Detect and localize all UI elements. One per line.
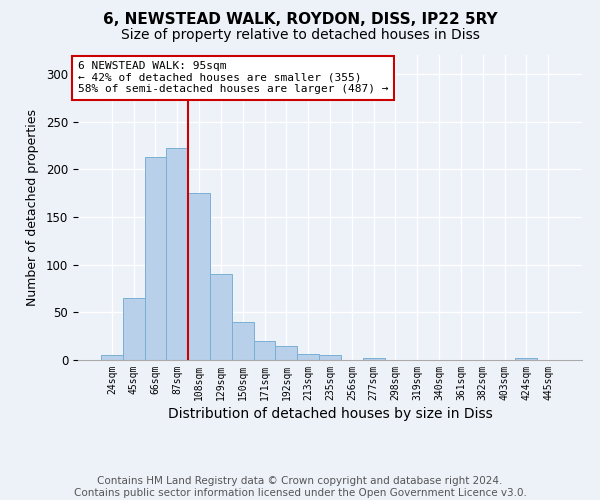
Bar bbox=[232, 322, 254, 360]
Bar bbox=[254, 341, 275, 360]
Text: Contains HM Land Registry data © Crown copyright and database right 2024.
Contai: Contains HM Land Registry data © Crown c… bbox=[74, 476, 526, 498]
Bar bbox=[363, 358, 385, 360]
Bar bbox=[515, 358, 537, 360]
Bar bbox=[210, 274, 232, 360]
Text: 6, NEWSTEAD WALK, ROYDON, DISS, IP22 5RY: 6, NEWSTEAD WALK, ROYDON, DISS, IP22 5RY bbox=[103, 12, 497, 28]
Bar bbox=[188, 193, 210, 360]
Bar bbox=[145, 157, 166, 360]
Bar bbox=[297, 354, 319, 360]
Bar bbox=[275, 346, 297, 360]
Bar bbox=[319, 355, 341, 360]
Y-axis label: Number of detached properties: Number of detached properties bbox=[26, 109, 39, 306]
Text: Size of property relative to detached houses in Diss: Size of property relative to detached ho… bbox=[121, 28, 479, 42]
X-axis label: Distribution of detached houses by size in Diss: Distribution of detached houses by size … bbox=[167, 407, 493, 421]
Bar bbox=[166, 148, 188, 360]
Bar bbox=[101, 355, 123, 360]
Bar bbox=[123, 298, 145, 360]
Text: 6 NEWSTEAD WALK: 95sqm
← 42% of detached houses are smaller (355)
58% of semi-de: 6 NEWSTEAD WALK: 95sqm ← 42% of detached… bbox=[78, 61, 389, 94]
